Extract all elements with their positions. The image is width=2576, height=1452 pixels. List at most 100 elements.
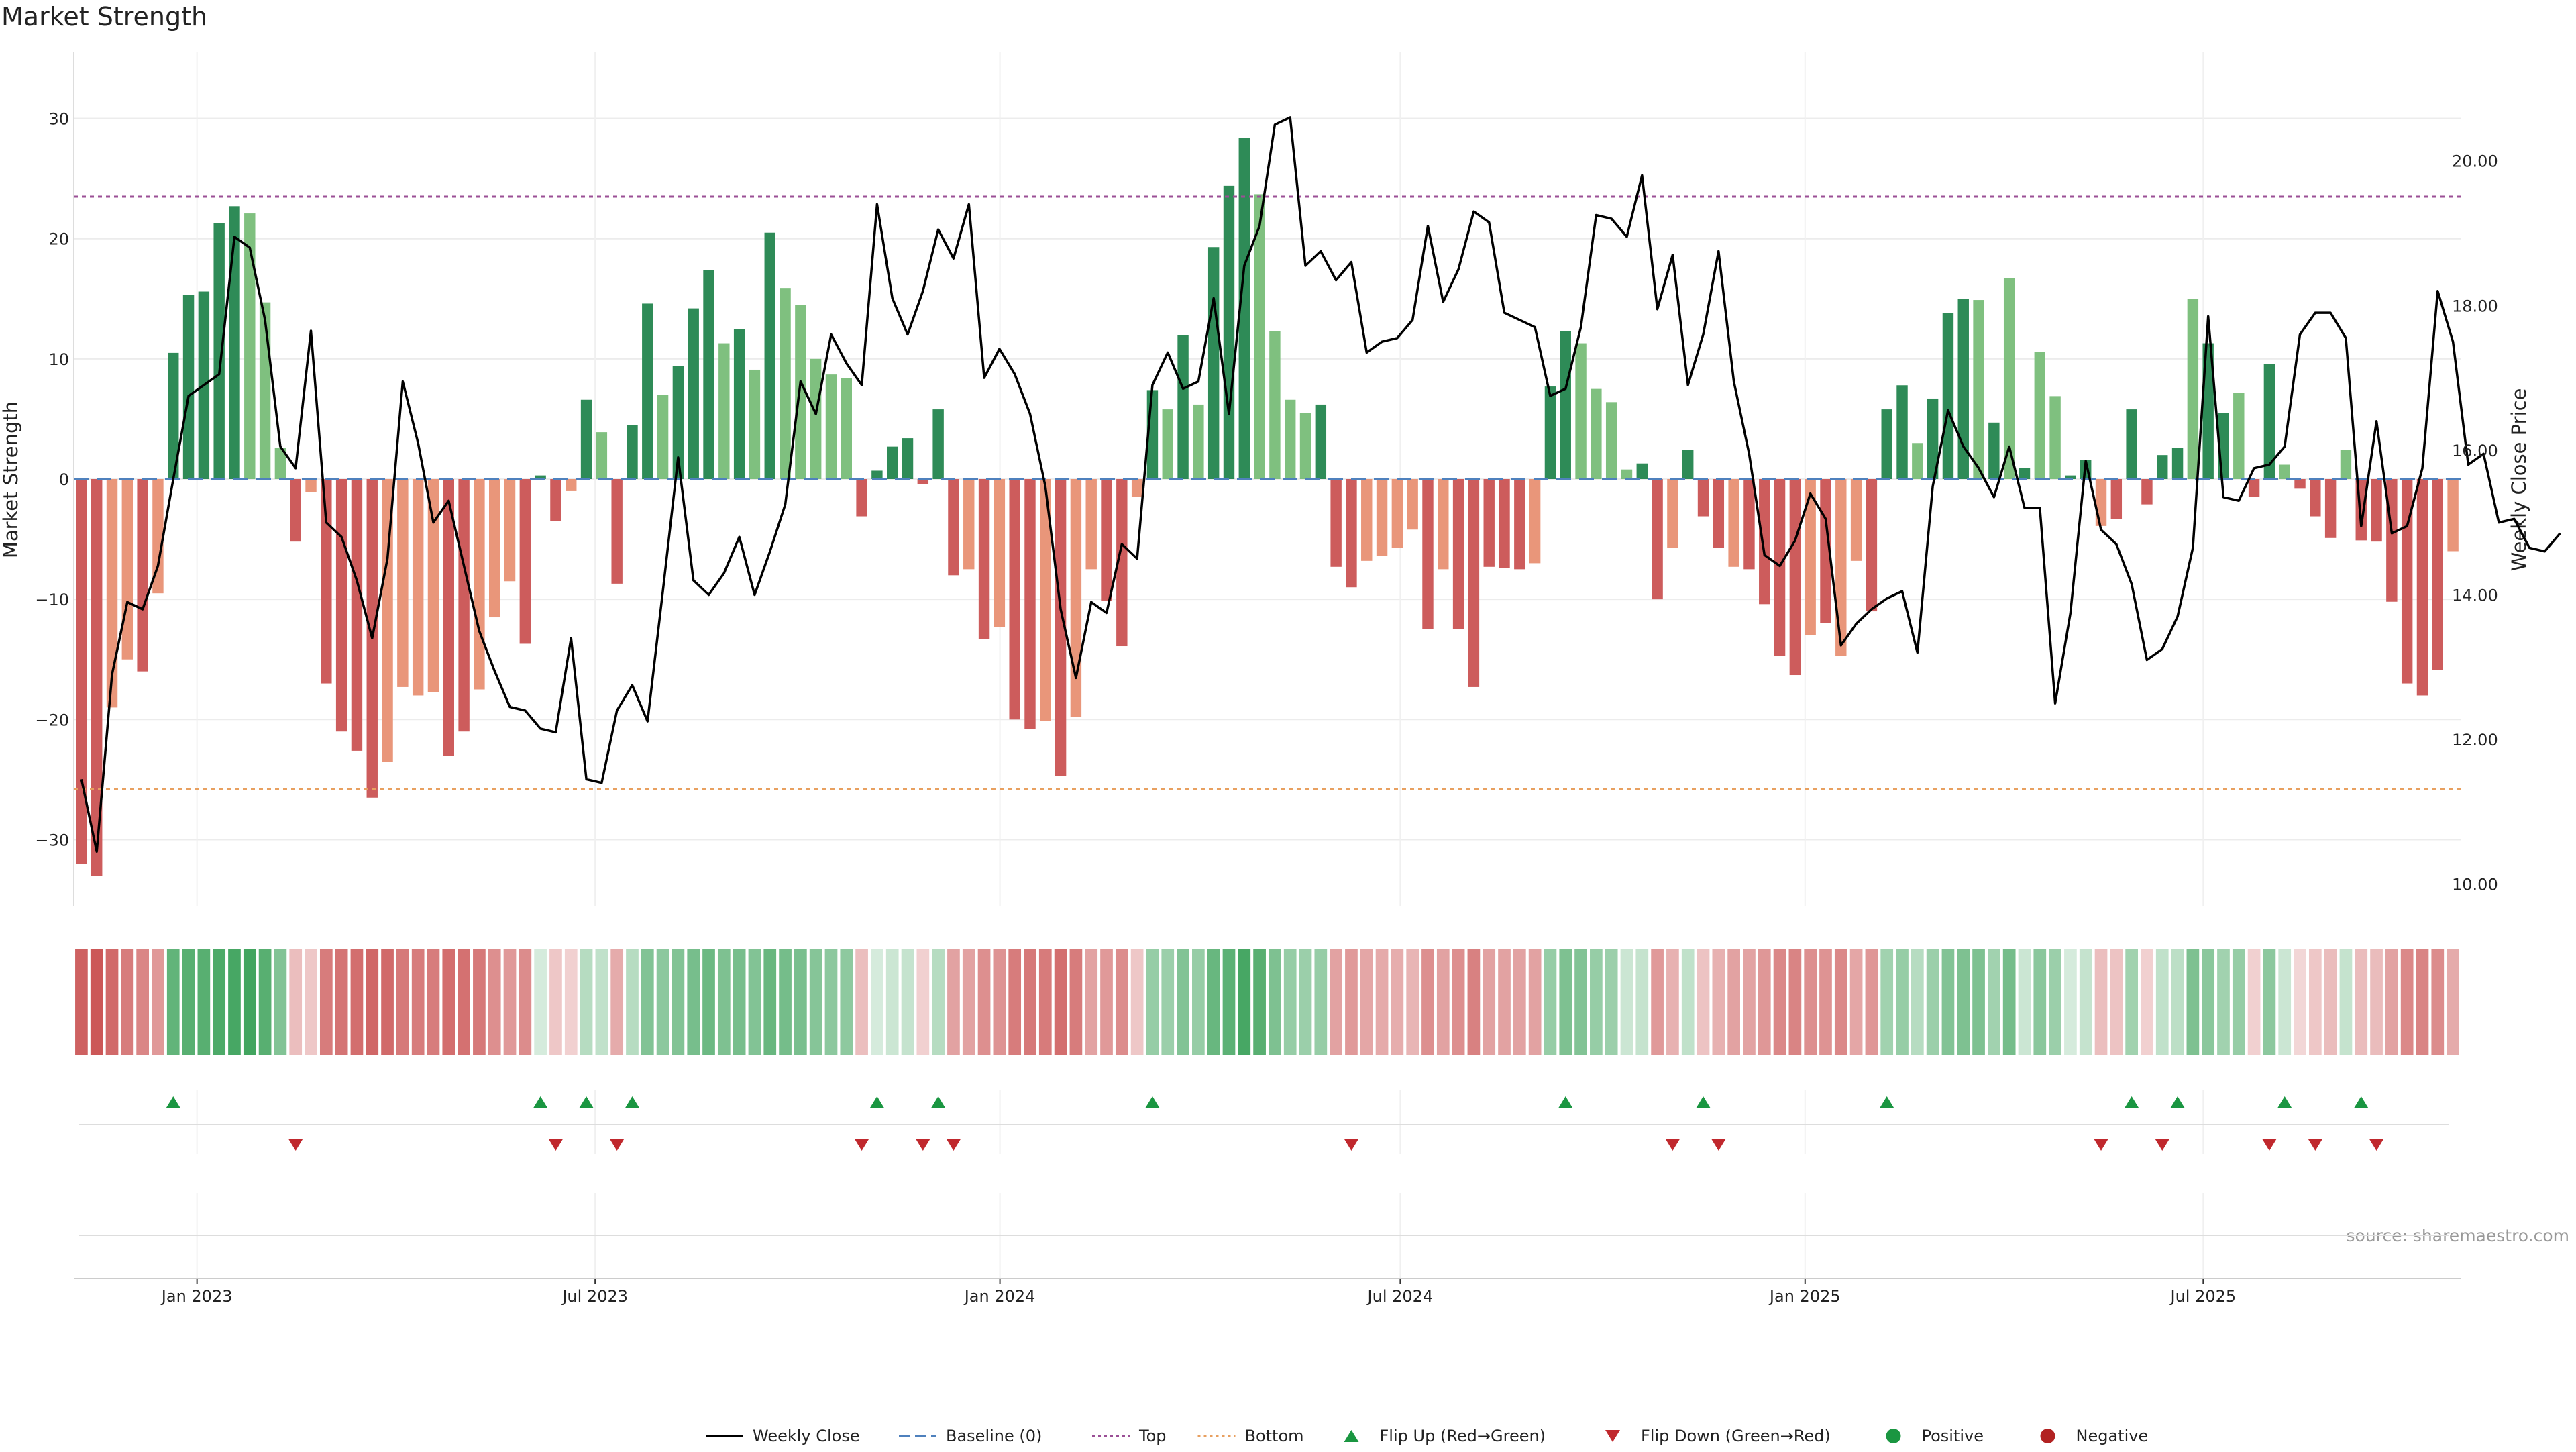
strength-bar (2003, 278, 2015, 479)
strip-cell (2186, 949, 2200, 1055)
strength-bar (2110, 479, 2123, 519)
strip-cell (366, 949, 379, 1055)
strip-cell (2079, 949, 2092, 1055)
strength-bar (1881, 409, 1892, 479)
strip-cell (1574, 949, 1587, 1055)
strip-cell (274, 949, 287, 1055)
strip-cell (2202, 949, 2215, 1055)
strip-cell (1207, 949, 1220, 1055)
legend-swatch (1344, 1430, 1359, 1442)
x-tick-label: Jan 2023 (160, 1287, 233, 1306)
strength-bar (2065, 475, 2076, 479)
strength-bar (2310, 479, 2321, 517)
strength-bar (1361, 479, 1373, 561)
legend-swatch (2040, 1429, 2055, 1443)
y-tick-label: 20 (48, 230, 69, 249)
strength-color-strip (75, 949, 2459, 1055)
strength-bar (1544, 386, 1556, 479)
strip-cell (993, 949, 1006, 1055)
strip-cell (947, 949, 960, 1055)
strip-cell (1498, 949, 1511, 1055)
strength-bar (213, 223, 225, 479)
y-tick-label: 0 (59, 470, 69, 489)
flip-up-marker (579, 1096, 594, 1108)
strip-cell (381, 949, 394, 1055)
strength-bar (642, 303, 653, 479)
strip-cell (2416, 949, 2429, 1055)
strip-cell (1773, 949, 1786, 1055)
strip-cell (626, 949, 639, 1055)
strength-bar (749, 369, 761, 479)
strength-bar (1529, 479, 1541, 564)
y2-tick-label: 18.00 (2452, 297, 2498, 315)
strength-bar (2171, 448, 2184, 479)
strip-cell (1513, 949, 1526, 1055)
x-tick-label: Jan 2025 (1768, 1287, 1841, 1306)
strip-cell (2002, 949, 2016, 1055)
legend-item: Negative (2040, 1427, 2148, 1445)
strip-cell (885, 949, 899, 1055)
strength-bar (1605, 402, 1617, 479)
strip-cell (1253, 949, 1266, 1055)
strip-cell (2385, 949, 2398, 1055)
flip-up-marker (1558, 1096, 1573, 1108)
strip-cell (1452, 949, 1465, 1055)
strip-cell (1620, 949, 1633, 1055)
strength-bar (2447, 479, 2459, 552)
flip-down-marker (288, 1139, 303, 1151)
strength-bar (2371, 479, 2382, 542)
strip-cell (1957, 949, 1970, 1055)
strip-cell (75, 949, 88, 1055)
strip-cell (473, 949, 486, 1055)
strip-cell (1834, 949, 1847, 1055)
strength-bar (412, 479, 424, 696)
strength-bar (2019, 468, 2031, 479)
strip-cell (2447, 949, 2459, 1055)
strip-cell (1528, 949, 1542, 1055)
flip-up-marker (2353, 1096, 2369, 1108)
strip-cell (2431, 949, 2445, 1055)
strength-bar (305, 479, 317, 492)
strip-cell (90, 949, 103, 1055)
strength-bar (627, 425, 638, 479)
strip-cell (1115, 949, 1128, 1055)
strength-bar (1942, 313, 1954, 479)
strip-cell (488, 949, 501, 1055)
strength-bar (1299, 413, 1311, 479)
strip-cell (2094, 949, 2108, 1055)
strength-bar (948, 479, 959, 576)
strength-bar (1988, 422, 2000, 479)
strip-cell (871, 949, 883, 1055)
strip-cell (1192, 949, 1205, 1055)
strength-bar (566, 479, 577, 491)
strength-bar (1024, 479, 1036, 729)
strip-cell (2370, 949, 2383, 1055)
strength-bar (1131, 479, 1143, 497)
strength-bar (841, 378, 852, 479)
strip-cell (2324, 949, 2337, 1055)
strength-bar (780, 288, 791, 479)
strength-bar (1422, 479, 1434, 629)
strength-bar (1774, 479, 1786, 656)
strength-bar (1850, 479, 1862, 561)
strength-bar (1789, 479, 1801, 676)
flip-down-marker (2369, 1139, 2384, 1151)
strip-cell (1758, 949, 1771, 1055)
strength-bar (2401, 479, 2413, 684)
strength-bar (795, 305, 806, 479)
strength-bar (1162, 409, 1173, 479)
strength-bar (1652, 479, 1663, 600)
strip-cell (1177, 949, 1189, 1055)
strip-cell (610, 949, 624, 1055)
legend-label: Flip Up (Red→Green) (1380, 1427, 1546, 1445)
strength-bars (76, 138, 2459, 876)
strip-cell (702, 949, 715, 1055)
strip-cell (1345, 949, 1358, 1055)
strength-bar (1468, 479, 1480, 687)
strip-cell (1941, 949, 1955, 1055)
strip-cell (1299, 949, 1312, 1055)
y2-tick-label: 10.00 (2452, 876, 2498, 894)
strength-bar (2202, 343, 2214, 479)
strength-bar (703, 270, 714, 479)
legend-item: Bottom (1197, 1427, 1304, 1445)
